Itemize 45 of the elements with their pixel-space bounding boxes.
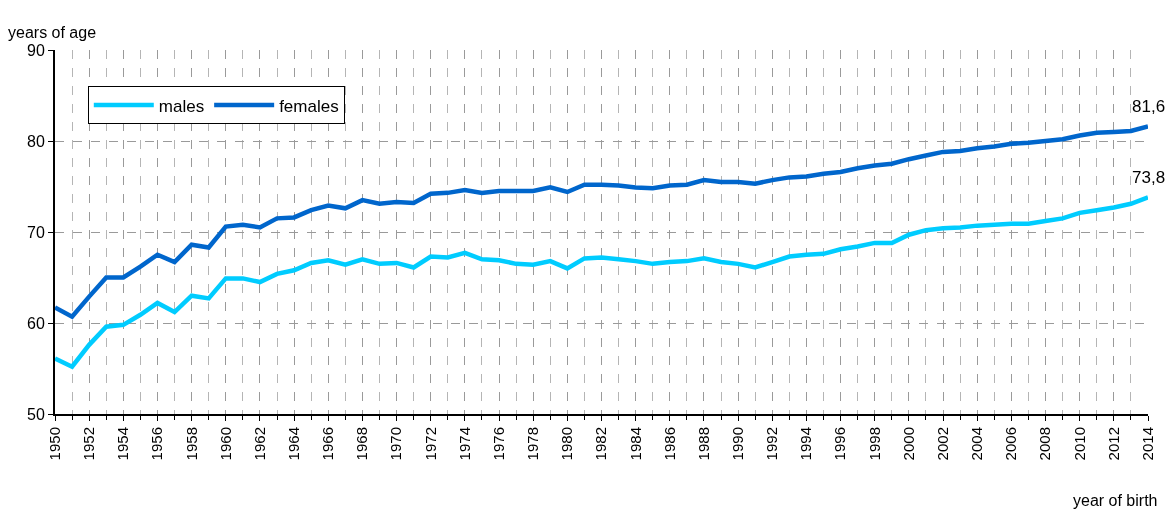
line-series [55,195,1148,369]
x-tick-label: 1994 [797,427,815,461]
x-tick-label: 1970 [387,427,405,461]
x-tick-label: 2008 [1036,427,1054,461]
x-tick-label: 1998 [865,427,883,461]
y-tick-label: 70 [27,223,45,241]
x-tick-label: 2012 [1104,427,1122,461]
x-tick-label: 1954 [114,427,132,461]
x-tick-label: 2002 [933,427,951,461]
x-tick-label: 1958 [182,427,200,461]
y-tick-label: 80 [27,132,45,150]
x-tick-label: 1988 [694,427,712,461]
x-tick-label: 2004 [968,427,986,461]
x-tick-label: 1956 [148,427,166,461]
y-tick-label: 50 [27,405,45,423]
x-axis-title: year of birth [1073,492,1158,509]
x-tick-label: 1960 [216,427,234,461]
y-axis-title: years of age [8,24,97,41]
x-tick-label: 2014 [1138,427,1156,461]
x-tick-label: 1962 [250,427,268,461]
legend-label: males [158,96,205,116]
x-tick-label: 1968 [353,427,371,461]
x-tick-label: 1976 [489,427,507,461]
y-tick-label: 90 [27,41,45,59]
x-tick-label: 1950 [45,427,63,461]
x-tick-label: 1996 [831,427,849,461]
annotation: 73,8 [1132,168,1166,187]
legend-label: females [279,96,339,116]
x-tick-label: 1972 [421,427,439,461]
x-tick-label: 1982 [592,427,610,461]
x-tick-label: 1984 [626,427,644,461]
x-tick-label: 1990 [729,427,747,461]
x-tick-label: 1974 [455,427,473,461]
x-tick-label: 1952 [80,427,98,461]
x-tick-label: 2010 [1070,427,1088,461]
x-tick-label: 1980 [558,427,576,461]
annotation: 81,6 [1132,97,1166,116]
x-tick-label: 2006 [1002,427,1020,461]
x-tick-label: 1986 [660,427,678,461]
x-tick-label: 1966 [319,427,337,461]
x-tick-label: 2000 [899,427,917,461]
x-tick-label: 1978 [524,427,542,461]
x-tick-label: 1992 [763,427,781,461]
y-tick-label: 60 [27,314,45,332]
x-tick-label: 1964 [284,427,302,461]
